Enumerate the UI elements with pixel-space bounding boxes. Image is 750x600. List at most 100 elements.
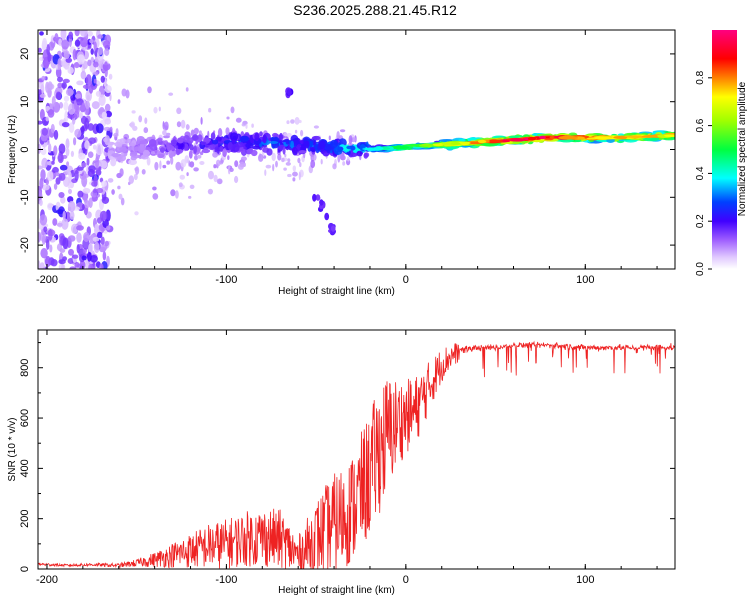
spectral-blob — [60, 30, 67, 40]
spectral-blob — [282, 146, 286, 155]
colorbar-tick-label: 0.0 — [695, 262, 706, 276]
spectral-blob — [39, 214, 48, 226]
spectral-blob — [68, 103, 76, 115]
spectral-blob — [87, 251, 92, 262]
colorbar-tick-label: 0.8 — [695, 70, 706, 84]
spectral-blob — [264, 169, 267, 176]
spectral-blob — [67, 200, 76, 213]
spectral-blob — [188, 150, 193, 159]
spectral-blob — [52, 218, 58, 226]
spectral-blob — [166, 142, 170, 148]
spectral-blob — [287, 158, 291, 163]
spectral-blob — [107, 178, 114, 183]
spectral-blob — [105, 209, 111, 222]
spectral-blob — [197, 154, 202, 159]
spectral-blob — [47, 170, 54, 182]
spectral-blob — [177, 137, 184, 144]
spectral-blob — [339, 129, 346, 133]
spectral-blob — [176, 121, 182, 128]
spectral-blob — [299, 162, 302, 168]
spectral-blob — [294, 129, 298, 134]
y-tick-label: 0 — [19, 566, 31, 572]
spectral-blob — [310, 159, 316, 169]
spectral-blob — [168, 149, 174, 158]
spectral-blob — [87, 123, 94, 131]
x-tick-label: -100 — [215, 274, 237, 286]
spectral-blob — [81, 255, 87, 261]
spectral-blob — [121, 88, 127, 97]
spectral-blob — [337, 154, 341, 163]
spectral-blob — [51, 160, 55, 165]
spectral-blob — [292, 165, 296, 172]
spectral-blob — [281, 157, 285, 163]
spectral-blob — [168, 92, 174, 96]
spectral-blob — [234, 160, 239, 168]
spectral-blob — [93, 61, 99, 68]
spectral-blob — [245, 123, 248, 129]
spectral-blob — [241, 123, 246, 127]
spectral-blob — [81, 125, 85, 135]
spectral-blob — [65, 147, 70, 157]
spectral-blob — [200, 117, 203, 125]
spectral-blob — [81, 204, 85, 210]
spectral-blob — [174, 145, 179, 149]
spectral-blob — [164, 121, 169, 131]
x-axis-label: Height of straight line (km) — [278, 585, 395, 596]
spectral-blob — [39, 31, 44, 36]
spectral-blob — [134, 167, 138, 171]
y-tick-label: 200 — [19, 510, 31, 528]
spectral-blob — [201, 148, 211, 154]
spectral-blob — [61, 122, 70, 128]
y-axis-label: Frequency (Hz) — [7, 115, 18, 184]
spectral-blob — [68, 31, 74, 40]
spectral-blob — [66, 161, 70, 167]
spectral-blob — [58, 259, 66, 265]
spectral-blob — [153, 106, 158, 114]
spectral-blob — [93, 241, 100, 254]
spectral-blob — [57, 82, 63, 89]
spectral-blob — [141, 169, 146, 175]
spectral-blob — [226, 116, 230, 120]
spectral-blob — [356, 150, 363, 157]
spectral-blob — [92, 144, 97, 150]
spectral-blob — [330, 139, 338, 148]
spectral-blob — [188, 195, 192, 199]
spectral-blob — [285, 162, 291, 166]
spectral-blob — [262, 134, 267, 144]
spectral-blob — [107, 141, 113, 149]
spectral-blob — [110, 158, 117, 167]
spectral-core — [457, 141, 471, 145]
spectral-blob — [133, 146, 141, 152]
spectral-blob — [320, 158, 323, 165]
spectral-blob — [99, 210, 108, 221]
spectral-blob — [59, 248, 66, 253]
spectral-blob — [134, 211, 139, 216]
spectral-blob — [266, 148, 273, 156]
spectral-blob — [109, 126, 113, 133]
spectral-blob — [41, 157, 48, 169]
spectral-blob — [63, 50, 70, 60]
spectral-blob — [150, 150, 156, 155]
spectral-blob — [303, 140, 310, 149]
spectral-blob — [350, 152, 358, 157]
spectral-blob — [176, 107, 182, 115]
spectral-blob — [208, 107, 212, 113]
spectral-blob — [63, 95, 70, 102]
spectral-blob — [56, 222, 63, 227]
spectral-blob — [77, 190, 84, 198]
spectral-blob — [77, 54, 85, 65]
spectral-blob — [38, 231, 42, 243]
spectral-core — [642, 135, 658, 138]
spectral-blob — [55, 91, 62, 100]
spectral-blob — [279, 140, 283, 144]
spectral-blob — [38, 120, 43, 125]
spectral-blob — [61, 218, 69, 230]
y-tick-label: 600 — [19, 409, 31, 427]
spectral-blob — [41, 235, 46, 245]
spectral-blob — [180, 159, 187, 168]
spectral-blob — [98, 166, 102, 171]
spectral-blob — [230, 132, 239, 141]
spectral-blob — [290, 119, 295, 124]
